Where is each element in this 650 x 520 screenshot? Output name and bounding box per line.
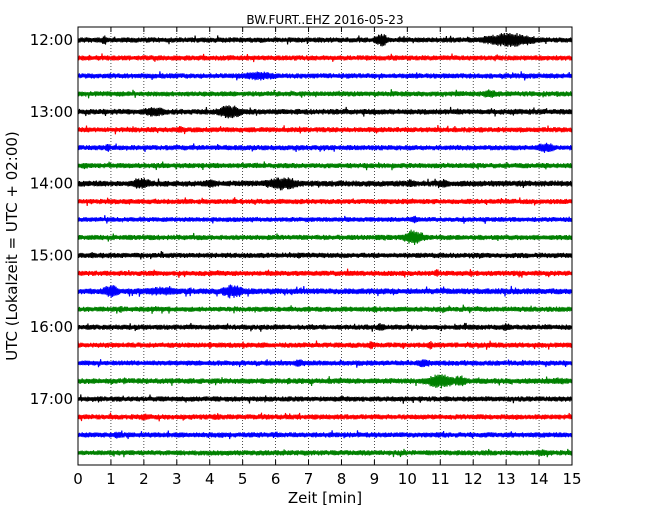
x-tick-label: 12 (464, 470, 483, 488)
plot-frame (77, 26, 573, 466)
trace-group (77, 32, 573, 458)
y-tick-label: 12:00 (30, 31, 73, 49)
seismic-trace (77, 161, 573, 171)
x-tick-label: 9 (370, 470, 380, 488)
y-axis: 12:00 13:00 14:00 15:00 16:00 17:00 (30, 31, 572, 408)
seismic-trace (77, 251, 573, 260)
seismic-trace (77, 105, 573, 119)
x-tick-label: 4 (205, 470, 215, 488)
x-tick-label: 1 (106, 470, 116, 488)
x-tick-label: 15 (562, 470, 581, 488)
x-tick-label: 10 (398, 470, 417, 488)
x-tick-label: 7 (304, 470, 314, 488)
y-axis-label: UTC (Lokalzeit = UTC + 02:00) (3, 131, 21, 361)
seismic-trace (77, 215, 573, 224)
seismic-trace (77, 32, 573, 47)
seismic-trace (77, 71, 573, 81)
x-tick-label: 13 (497, 470, 516, 488)
seismic-trace (77, 374, 573, 389)
seismic-trace (77, 284, 573, 299)
y-tick-label: 16:00 (30, 318, 73, 336)
x-tick-label: 3 (172, 470, 182, 488)
x-axis: 0 1 2 3 4 5 6 7 8 9 10 11 12 13 14 15 (73, 27, 582, 488)
seismic-trace (77, 268, 573, 278)
x-axis-label: Zeit [min] (288, 489, 362, 507)
seismic-trace (77, 322, 573, 332)
seismic-trace (77, 359, 573, 368)
x-tick-label: 11 (431, 470, 450, 488)
y-tick-label: 14:00 (30, 175, 73, 193)
seismic-trace (77, 412, 573, 422)
seismic-trace (77, 197, 573, 206)
x-tick-label: 14 (530, 470, 549, 488)
y-tick-label: 13:00 (30, 103, 73, 121)
y-tick-label: 15:00 (30, 246, 73, 264)
seismic-trace (77, 229, 573, 246)
seismic-trace (77, 124, 573, 135)
seismic-trace (77, 448, 573, 458)
y-tick-label: 17:00 (30, 390, 73, 408)
seismic-trace (77, 394, 573, 404)
seismic-trace (77, 89, 573, 99)
seismic-trace (77, 340, 573, 350)
seismic-trace (77, 177, 573, 191)
seismic-trace (77, 430, 573, 440)
x-tick-label: 8 (337, 470, 347, 488)
chart-title: BW.FURT..EHZ 2016-05-23 (246, 13, 403, 27)
x-tick-label: 2 (139, 470, 149, 488)
x-tick-label: 0 (73, 470, 83, 488)
x-tick-label: 6 (271, 470, 281, 488)
seismic-trace (77, 304, 573, 314)
seismic-trace (77, 142, 573, 153)
seismic-trace (77, 53, 573, 63)
vertical-grid (110, 27, 540, 465)
x-tick-label: 5 (238, 470, 248, 488)
